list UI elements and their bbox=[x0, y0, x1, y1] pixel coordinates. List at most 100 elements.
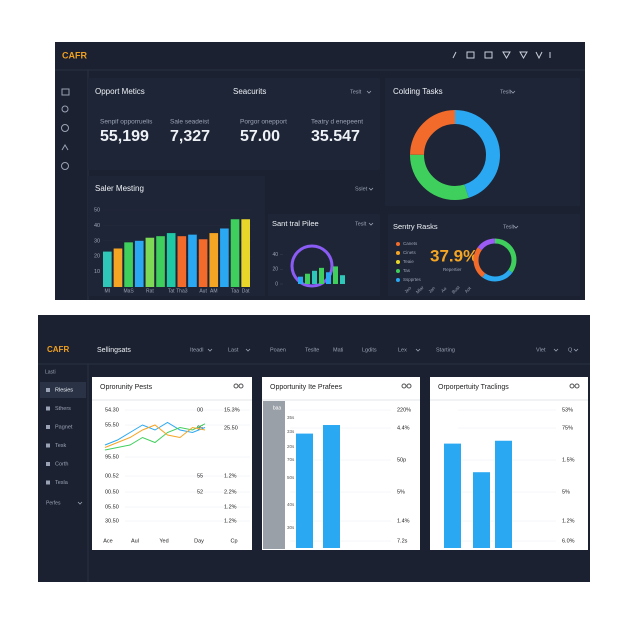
axis-label: 1.2% bbox=[224, 473, 237, 479]
card-title: Opportunity Ite Prafees bbox=[270, 384, 342, 391]
chevron[interactable] bbox=[510, 90, 516, 94]
nav-item[interactable]: Vlet bbox=[536, 347, 546, 353]
bar bbox=[312, 270, 317, 284]
nav-item[interactable]: Starting bbox=[436, 347, 455, 353]
sidebar-icon[interactable] bbox=[46, 480, 50, 485]
nav-item[interactable]: Iteadl bbox=[190, 347, 203, 353]
sidebar-item[interactable]: Rlesies bbox=[55, 387, 73, 393]
y-tick-label: 40 bbox=[94, 223, 100, 229]
sidebar-heading: Lasti bbox=[45, 369, 56, 375]
axis-label: 95 bbox=[197, 425, 203, 431]
nav-item[interactable]: Q bbox=[568, 347, 573, 353]
bar bbox=[188, 234, 197, 287]
legend-swatch bbox=[396, 260, 400, 264]
sidebar-footer: Perfes bbox=[46, 500, 61, 506]
chevron[interactable] bbox=[368, 222, 374, 226]
chevron[interactable] bbox=[415, 348, 421, 352]
axis-label: 1.5% bbox=[562, 457, 575, 463]
nav-item[interactable]: Last bbox=[228, 347, 239, 353]
icon[interactable] bbox=[401, 383, 407, 389]
card-title: Seacurits bbox=[233, 87, 266, 96]
chevron[interactable] bbox=[366, 90, 372, 94]
chevron[interactable] bbox=[513, 225, 519, 229]
x-tick-label: Rat bbox=[146, 288, 154, 294]
icon[interactable] bbox=[61, 88, 70, 96]
x-tick-label: Aut bbox=[199, 288, 207, 294]
band-label: baa bbox=[273, 405, 282, 411]
metric-value: 57.00 bbox=[240, 128, 280, 145]
metric-value: 7,327 bbox=[170, 128, 210, 145]
icon[interactable] bbox=[233, 383, 239, 389]
icon[interactable] bbox=[484, 51, 493, 59]
bar bbox=[323, 425, 340, 548]
chevron[interactable] bbox=[368, 187, 374, 191]
chevron[interactable] bbox=[245, 348, 251, 352]
nav-item[interactable]: Poaen bbox=[270, 347, 286, 353]
icon[interactable] bbox=[466, 51, 475, 59]
icon[interactable] bbox=[502, 51, 511, 59]
bar bbox=[444, 443, 461, 548]
icon[interactable] bbox=[574, 383, 580, 389]
card-title: Sentry Rasks bbox=[393, 222, 438, 231]
axis-label: 55 bbox=[197, 473, 203, 479]
chevron[interactable] bbox=[573, 348, 579, 352]
nav-item[interactable]: Lex bbox=[398, 347, 407, 353]
x-tick-label: MaS bbox=[123, 288, 134, 294]
x-tick-label: Day bbox=[194, 538, 204, 544]
nav-item[interactable]: Mati bbox=[333, 347, 343, 353]
icon[interactable] bbox=[406, 383, 412, 389]
axis-label: 20s bbox=[287, 444, 295, 449]
card-title: Opport Metics bbox=[95, 87, 145, 96]
bar-card-band bbox=[263, 401, 285, 549]
icon[interactable] bbox=[61, 105, 69, 113]
axis-label: 4.4% bbox=[397, 425, 410, 431]
line-series bbox=[104, 424, 206, 448]
axis-label: 00.52 bbox=[105, 473, 119, 479]
icon[interactable] bbox=[238, 383, 244, 389]
sentry-card bbox=[388, 214, 580, 296]
card-title: Oprorunity Pests bbox=[100, 384, 153, 391]
icon[interactable] bbox=[61, 162, 69, 170]
icon[interactable] bbox=[61, 124, 69, 132]
sidebar-item[interactable]: Tesla bbox=[55, 480, 69, 486]
dropdown: Sslet bbox=[355, 186, 368, 192]
sidebar-icon[interactable] bbox=[46, 406, 50, 411]
sidebar-icon[interactable] bbox=[46, 462, 50, 466]
icon[interactable] bbox=[61, 144, 69, 151]
sidebar-icon[interactable] bbox=[46, 443, 50, 448]
bar bbox=[473, 472, 490, 548]
sidebar-icon[interactable] bbox=[46, 425, 50, 429]
nav-item[interactable]: Teslte bbox=[305, 347, 319, 353]
sidebar-item[interactable]: Sthers bbox=[55, 406, 71, 412]
icon[interactable] bbox=[569, 383, 575, 389]
sidebar-item[interactable]: Tesk bbox=[55, 443, 67, 449]
page-title: Sellingsats bbox=[97, 347, 131, 354]
sidebar-item[interactable]: Corth bbox=[55, 461, 68, 467]
sidebar-item[interactable]: Pagnet bbox=[55, 424, 73, 430]
axis-label: 00.50 bbox=[105, 489, 119, 495]
icon[interactable] bbox=[519, 51, 528, 59]
card-icons bbox=[233, 383, 580, 389]
top-sidebar-icons bbox=[61, 88, 70, 170]
bar bbox=[241, 219, 250, 287]
axis-label: 33s bbox=[287, 429, 295, 434]
bar bbox=[220, 228, 229, 287]
icon[interactable] bbox=[452, 51, 457, 59]
chevron[interactable] bbox=[77, 501, 83, 505]
donut-segment bbox=[410, 110, 500, 200]
chevron[interactable] bbox=[207, 348, 213, 352]
bar bbox=[103, 251, 112, 287]
sidebar-icon[interactable] bbox=[46, 388, 50, 392]
bar bbox=[326, 272, 331, 284]
axis-label: 5% bbox=[562, 489, 570, 495]
donut-segment bbox=[473, 238, 517, 282]
icon[interactable] bbox=[535, 51, 543, 60]
axis-label: 2.2% bbox=[224, 489, 237, 495]
chevron[interactable] bbox=[553, 348, 559, 352]
x-tick-label: Ace bbox=[103, 538, 112, 544]
x-tick-label: Mlar bbox=[415, 285, 425, 295]
card-title: Saler Mesting bbox=[95, 184, 144, 193]
axis-label: 95.50 bbox=[105, 454, 119, 460]
nav-item[interactable]: Lgdits bbox=[362, 347, 377, 353]
